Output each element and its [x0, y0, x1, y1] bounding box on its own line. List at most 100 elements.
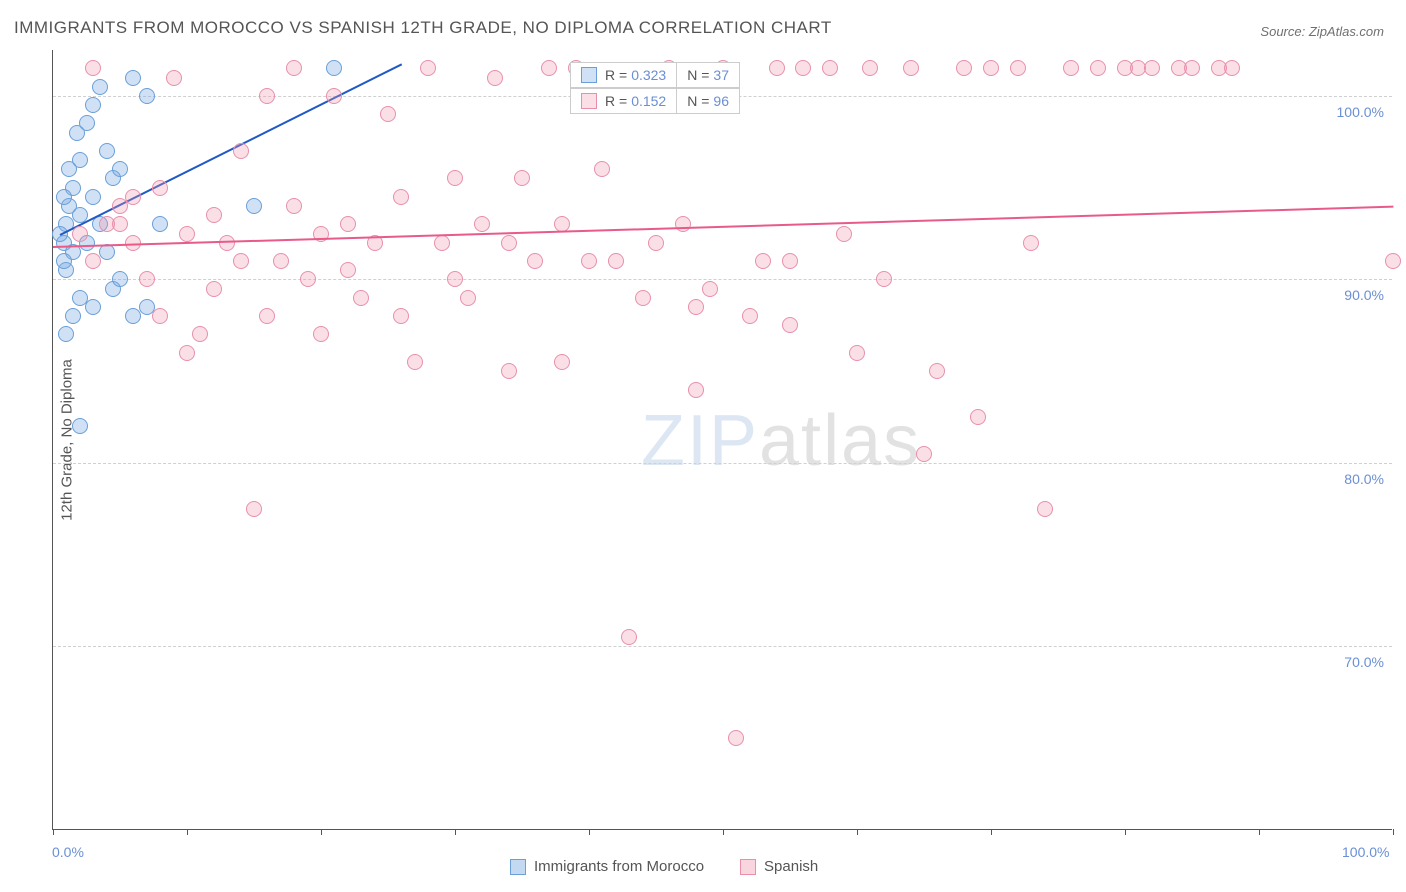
- legend-top-r-morocco: R = 0.323: [570, 62, 677, 88]
- marker-spanish: [447, 170, 463, 186]
- y-tick-label: 100.0%: [1337, 104, 1384, 120]
- y-tick-label: 80.0%: [1344, 471, 1384, 487]
- marker-morocco: [72, 418, 88, 434]
- marker-spanish: [85, 253, 101, 269]
- marker-morocco: [61, 161, 77, 177]
- marker-morocco: [112, 271, 128, 287]
- marker-spanish: [206, 281, 222, 297]
- chart-title: IMMIGRANTS FROM MOROCCO VS SPANISH 12TH …: [14, 18, 832, 38]
- marker-spanish: [434, 235, 450, 251]
- marker-spanish: [166, 70, 182, 86]
- marker-morocco: [65, 308, 81, 324]
- marker-morocco: [326, 60, 342, 76]
- marker-spanish: [970, 409, 986, 425]
- marker-morocco: [246, 198, 262, 214]
- marker-spanish: [876, 271, 892, 287]
- source-attribution: Source: ZipAtlas.com: [1260, 24, 1384, 39]
- marker-spanish: [420, 60, 436, 76]
- marker-spanish: [233, 253, 249, 269]
- swatch-morocco-icon: [581, 67, 597, 83]
- watermark: ZIPatlas: [641, 400, 921, 482]
- marker-morocco: [85, 189, 101, 205]
- x-tick: [991, 829, 992, 835]
- marker-spanish: [581, 253, 597, 269]
- marker-spanish: [353, 290, 369, 306]
- x-tick-label: 0.0%: [52, 844, 84, 860]
- marker-spanish: [380, 106, 396, 122]
- marker-spanish: [702, 281, 718, 297]
- x-tick: [1259, 829, 1260, 835]
- marker-spanish: [233, 143, 249, 159]
- swatch-icon: [740, 859, 756, 875]
- marker-spanish: [179, 345, 195, 361]
- legend-bottom-item: Spanish: [740, 858, 818, 875]
- marker-spanish: [755, 253, 771, 269]
- marker-spanish: [862, 60, 878, 76]
- marker-morocco: [139, 88, 155, 104]
- marker-spanish: [487, 70, 503, 86]
- marker-spanish: [460, 290, 476, 306]
- marker-spanish: [1224, 60, 1240, 76]
- marker-spanish: [447, 271, 463, 287]
- marker-morocco: [152, 216, 168, 232]
- marker-spanish: [259, 88, 275, 104]
- marker-spanish: [152, 308, 168, 324]
- marker-spanish: [273, 253, 289, 269]
- marker-morocco: [85, 299, 101, 315]
- marker-spanish: [286, 60, 302, 76]
- x-tick: [857, 829, 858, 835]
- marker-spanish: [286, 198, 302, 214]
- marker-spanish: [1090, 60, 1106, 76]
- marker-spanish: [554, 354, 570, 370]
- marker-spanish: [259, 308, 275, 324]
- legend-top: R = 0.323N = 37R = 0.152N = 96: [570, 62, 740, 114]
- x-tick-label: 100.0%: [1342, 844, 1389, 860]
- legend-top-n-morocco: N = 37: [677, 62, 740, 88]
- x-tick: [589, 829, 590, 835]
- source-label: Source:: [1260, 24, 1305, 39]
- marker-spanish: [1144, 60, 1160, 76]
- marker-spanish: [340, 216, 356, 232]
- source-value: ZipAtlas.com: [1309, 24, 1384, 39]
- marker-morocco: [112, 161, 128, 177]
- marker-spanish: [782, 253, 798, 269]
- marker-spanish: [849, 345, 865, 361]
- legend-top-r-spanish: R = 0.152: [570, 88, 677, 114]
- x-tick: [1125, 829, 1126, 835]
- legend-top-n-spanish: N = 96: [677, 88, 740, 114]
- marker-spanish: [407, 354, 423, 370]
- marker-spanish: [621, 629, 637, 645]
- marker-spanish: [929, 363, 945, 379]
- marker-spanish: [501, 235, 517, 251]
- marker-spanish: [594, 161, 610, 177]
- y-tick-label: 90.0%: [1344, 287, 1384, 303]
- marker-spanish: [85, 60, 101, 76]
- marker-spanish: [99, 216, 115, 232]
- marker-spanish: [393, 189, 409, 205]
- marker-spanish: [728, 730, 744, 746]
- marker-spanish: [795, 60, 811, 76]
- marker-spanish: [300, 271, 316, 287]
- marker-spanish: [1023, 235, 1039, 251]
- marker-spanish: [1063, 60, 1079, 76]
- marker-spanish: [125, 189, 141, 205]
- legend-bottom-label: Immigrants from Morocco: [534, 858, 704, 875]
- marker-morocco: [92, 79, 108, 95]
- y-axis-label: 12th Grade, No Diploma: [59, 359, 76, 521]
- marker-spanish: [782, 317, 798, 333]
- marker-morocco: [99, 143, 115, 159]
- marker-spanish: [822, 60, 838, 76]
- gridline-h: [53, 463, 1392, 464]
- marker-spanish: [393, 308, 409, 324]
- marker-morocco: [56, 253, 72, 269]
- marker-spanish: [326, 88, 342, 104]
- gridline-h: [53, 279, 1392, 280]
- marker-spanish: [246, 501, 262, 517]
- marker-spanish: [675, 216, 691, 232]
- marker-spanish: [139, 271, 155, 287]
- marker-spanish: [648, 235, 664, 251]
- marker-spanish: [1037, 501, 1053, 517]
- marker-spanish: [903, 60, 919, 76]
- marker-morocco: [69, 125, 85, 141]
- marker-spanish: [1184, 60, 1200, 76]
